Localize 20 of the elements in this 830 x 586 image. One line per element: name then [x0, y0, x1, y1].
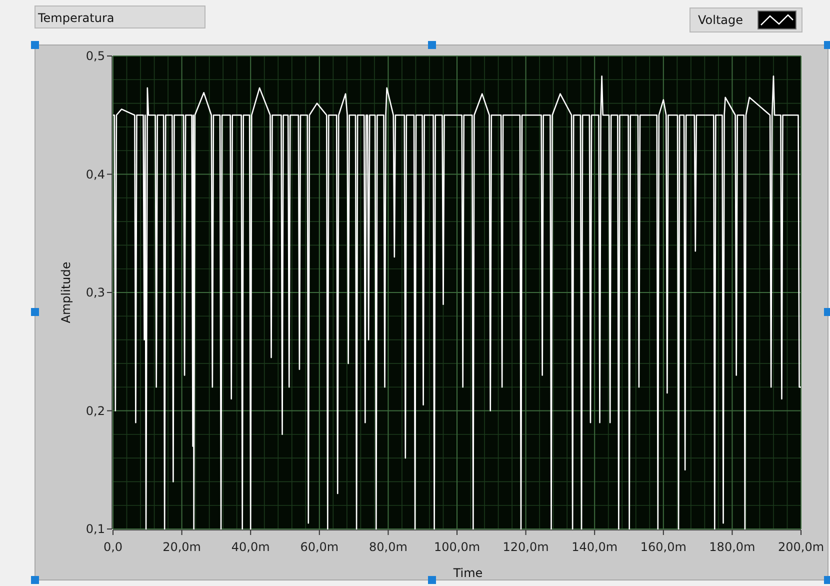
- y-tick-label: 0,4: [86, 167, 105, 182]
- x-tick-label: 20,0m: [162, 540, 202, 554]
- x-axis-title: Time: [452, 566, 483, 580]
- x-tick-label: 80,0m: [368, 540, 408, 554]
- x-tick-label: 180,0m: [709, 540, 756, 554]
- y-tick-label: 0,5: [86, 49, 105, 64]
- y-tick-label: 0,1: [86, 522, 105, 536]
- y-axis-title: Amplitude: [59, 262, 73, 324]
- x-tick-label: 100,0m: [434, 540, 480, 554]
- x-tick-label: 40,0m: [231, 540, 270, 554]
- legend-label: Voltage: [698, 13, 744, 27]
- x-tick-label: 60,0m: [300, 540, 339, 554]
- y-tick-label: 0,3: [86, 286, 105, 300]
- x-tick-label: 200,0m: [778, 540, 824, 554]
- x-tick-label: 120,0m: [502, 540, 549, 554]
- chart-title: Temperatura: [37, 11, 114, 25]
- x-tick-label: 160,0m: [640, 540, 686, 554]
- x-tick-label: 0,0: [103, 540, 123, 554]
- y-tick-label: 0,2: [86, 404, 105, 418]
- x-tick-label: 140,0m: [572, 540, 618, 554]
